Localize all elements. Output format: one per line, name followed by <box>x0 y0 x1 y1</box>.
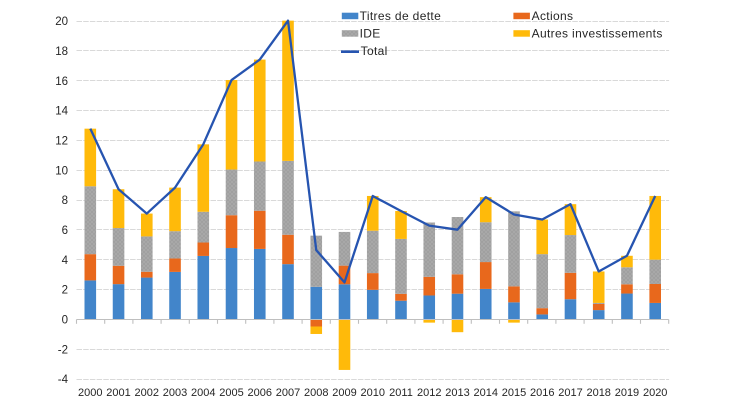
svg-text:2016: 2016 <box>530 387 554 399</box>
svg-text:6: 6 <box>62 225 68 237</box>
svg-text:16: 16 <box>55 76 68 88</box>
svg-text:Actions: Actions <box>532 9 574 23</box>
svg-text:10: 10 <box>55 165 68 177</box>
svg-text:14: 14 <box>55 106 68 118</box>
svg-text:2013: 2013 <box>445 387 469 399</box>
svg-text:2009: 2009 <box>332 387 356 399</box>
svg-text:2020: 2020 <box>643 387 667 399</box>
svg-text:2010: 2010 <box>361 387 385 399</box>
svg-text:2004: 2004 <box>191 387 215 399</box>
svg-text:2001: 2001 <box>106 387 130 399</box>
svg-text:18: 18 <box>55 46 68 58</box>
svg-text:2014: 2014 <box>473 387 497 399</box>
svg-text:Total: Total <box>361 44 388 58</box>
svg-text:2015: 2015 <box>502 387 526 399</box>
svg-text:2006: 2006 <box>248 387 272 399</box>
svg-text:-4: -4 <box>58 374 69 386</box>
svg-text:12: 12 <box>55 135 68 147</box>
svg-text:8: 8 <box>62 195 68 207</box>
svg-text:Titres de dette: Titres de dette <box>360 9 442 23</box>
svg-text:2011: 2011 <box>389 387 413 399</box>
svg-text:2017: 2017 <box>558 387 582 399</box>
svg-text:2007: 2007 <box>276 387 300 399</box>
svg-text:-2: -2 <box>58 344 68 356</box>
svg-text:2019: 2019 <box>615 387 639 399</box>
svg-text:20: 20 <box>55 16 68 28</box>
svg-text:2008: 2008 <box>304 387 328 399</box>
svg-text:Autres investissements: Autres investissements <box>532 27 663 41</box>
svg-text:2018: 2018 <box>586 387 610 399</box>
svg-text:4: 4 <box>62 255 69 267</box>
svg-text:2: 2 <box>62 285 68 297</box>
svg-text:2012: 2012 <box>417 387 441 399</box>
svg-text:2003: 2003 <box>163 387 187 399</box>
svg-text:2005: 2005 <box>219 387 243 399</box>
svg-text:2000: 2000 <box>78 387 102 399</box>
svg-text:2002: 2002 <box>135 387 159 399</box>
svg-text:IDE: IDE <box>360 27 381 41</box>
svg-text:0: 0 <box>62 315 68 327</box>
